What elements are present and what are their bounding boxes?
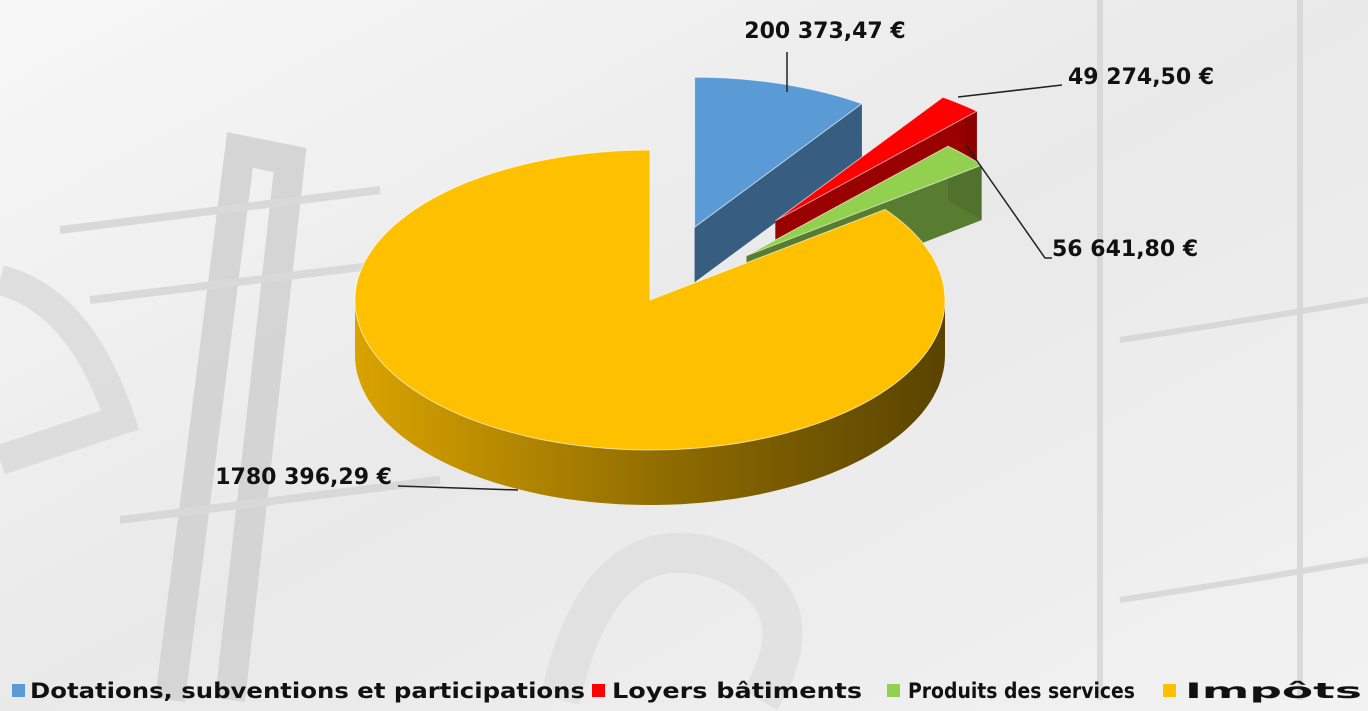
legend-label: Impôts xyxy=(1185,679,1362,703)
legend-swatch xyxy=(592,684,605,697)
legend-swatch xyxy=(12,684,25,697)
legend-label: Dotations, subventions et participations xyxy=(30,679,585,703)
data-labels: 200 373,47 € 49 274,50 € 56 641,80 € 1780 3… xyxy=(215,19,1214,491)
slice xyxy=(354,149,946,451)
leader-line xyxy=(965,144,1052,259)
slice-wall xyxy=(965,105,977,167)
legend-label: Produits des services xyxy=(908,679,1135,703)
slice-side xyxy=(694,103,862,283)
data-label: 1780 396,29 € xyxy=(215,465,392,490)
data-label: 56 641,80 € xyxy=(1052,237,1198,262)
data-label: 200 373,47 € xyxy=(744,19,905,44)
slice xyxy=(775,96,978,222)
slice-wall xyxy=(355,300,945,505)
slice xyxy=(694,76,863,229)
legend-swatch xyxy=(887,684,900,697)
slice xyxy=(746,145,983,257)
pie xyxy=(354,76,983,505)
legend-swatch xyxy=(1163,684,1176,697)
leader-line xyxy=(957,84,1063,98)
leader-line xyxy=(397,485,519,491)
legend: Dotations, subventions et participations… xyxy=(12,679,1362,703)
legend-label: Loyers bâtiments xyxy=(612,679,862,703)
data-label: 49 274,50 € xyxy=(1068,65,1214,90)
